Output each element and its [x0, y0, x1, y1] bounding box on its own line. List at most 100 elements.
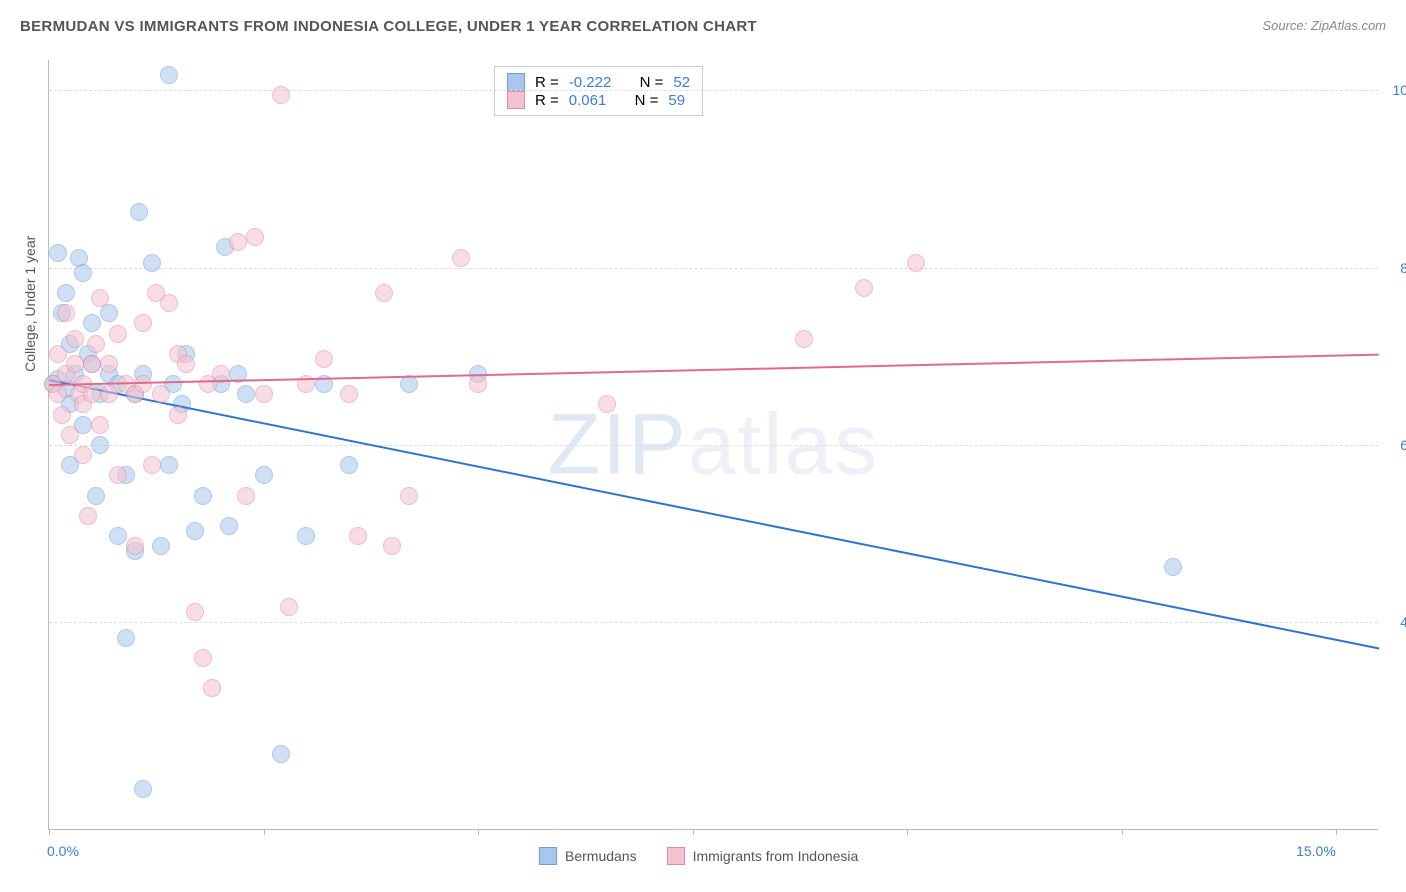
- x-tick-label: 15.0%: [1296, 843, 1336, 859]
- data-point: [109, 527, 127, 545]
- data-point: [255, 385, 273, 403]
- data-point: [49, 244, 67, 262]
- x-tick: [49, 829, 50, 835]
- watermark-atlas: atlas: [688, 396, 880, 492]
- data-point: [74, 446, 92, 464]
- x-tick: [1122, 829, 1123, 835]
- data-point: [53, 406, 71, 424]
- data-point: [66, 330, 84, 348]
- gridline: [49, 445, 1378, 446]
- stats-row-0: R = -0.222 N = 52: [507, 73, 690, 91]
- data-point: [57, 304, 75, 322]
- data-point: [220, 517, 238, 535]
- data-point: [255, 466, 273, 484]
- data-point: [134, 780, 152, 798]
- data-point: [246, 228, 264, 246]
- data-point: [100, 355, 118, 373]
- bottom-legend: Bermudans Immigrants from Indonesia: [539, 847, 858, 865]
- data-point: [57, 284, 75, 302]
- r-label: R =: [535, 74, 559, 91]
- data-point: [452, 249, 470, 267]
- data-point: [186, 603, 204, 621]
- data-point: [229, 233, 247, 251]
- data-point: [79, 507, 97, 525]
- swatch-indonesia-bottom: [667, 847, 685, 865]
- data-point: [109, 325, 127, 343]
- data-point: [598, 395, 616, 413]
- y-tick-label: 100.0%: [1385, 82, 1406, 98]
- x-tick: [693, 829, 694, 835]
- data-point: [340, 385, 358, 403]
- data-point: [186, 522, 204, 540]
- n-label: N =: [635, 92, 659, 109]
- legend-label-0: Bermudans: [565, 848, 637, 864]
- x-tick-label: 0.0%: [47, 843, 79, 859]
- data-point: [91, 416, 109, 434]
- trend-line: [49, 379, 1379, 649]
- n-label: N =: [640, 74, 664, 91]
- legend-item-bermudans: Bermudans: [539, 847, 637, 865]
- data-point: [130, 203, 148, 221]
- data-point: [237, 487, 255, 505]
- data-point: [194, 649, 212, 667]
- x-tick: [478, 829, 479, 835]
- data-point: [83, 314, 101, 332]
- data-point: [272, 745, 290, 763]
- data-point: [855, 279, 873, 297]
- y-tick-label: 65.0%: [1385, 437, 1406, 453]
- x-tick: [907, 829, 908, 835]
- data-point: [143, 456, 161, 474]
- trend-line: [49, 354, 1379, 386]
- data-point: [340, 456, 358, 474]
- r-value-0: -0.222: [569, 74, 612, 91]
- data-point: [280, 598, 298, 616]
- legend-item-indonesia: Immigrants from Indonesia: [667, 847, 859, 865]
- data-point: [152, 537, 170, 555]
- swatch-indonesia: [507, 91, 525, 109]
- data-point: [83, 385, 101, 403]
- source-credit: Source: ZipAtlas.com: [1262, 18, 1386, 33]
- data-point: [907, 254, 925, 272]
- data-point: [87, 335, 105, 353]
- x-tick: [264, 829, 265, 835]
- gridline: [49, 622, 1378, 623]
- y-tick-label: 82.5%: [1385, 260, 1406, 276]
- data-point: [297, 527, 315, 545]
- data-point: [143, 254, 161, 272]
- data-point: [100, 304, 118, 322]
- data-point: [383, 537, 401, 555]
- n-value-0: 52: [673, 74, 690, 91]
- y-axis-label: College, Under 1 year: [22, 236, 38, 372]
- data-point: [74, 264, 92, 282]
- data-point: [66, 355, 84, 373]
- data-point: [203, 679, 221, 697]
- data-point: [237, 385, 255, 403]
- data-point: [349, 527, 367, 545]
- data-point: [134, 375, 152, 393]
- scatter-chart: ZIPatlas R = -0.222 N = 52 R = 0.061 N =…: [48, 60, 1378, 830]
- stats-row-1: R = 0.061 N = 59: [507, 91, 690, 109]
- data-point: [400, 487, 418, 505]
- data-point: [160, 456, 178, 474]
- data-point: [61, 426, 79, 444]
- r-value-1: 0.061: [569, 92, 607, 109]
- x-tick: [1336, 829, 1337, 835]
- legend-label-1: Immigrants from Indonesia: [693, 848, 859, 864]
- data-point: [91, 289, 109, 307]
- data-point: [194, 487, 212, 505]
- r-label: R =: [535, 92, 559, 109]
- data-point: [795, 330, 813, 348]
- data-point: [100, 385, 118, 403]
- data-point: [117, 629, 135, 647]
- swatch-bermudans: [507, 73, 525, 91]
- data-point: [134, 314, 152, 332]
- y-tick-label: 47.5%: [1385, 614, 1406, 630]
- data-point: [91, 436, 109, 454]
- data-point: [49, 385, 67, 403]
- data-point: [160, 66, 178, 84]
- data-point: [469, 375, 487, 393]
- data-point: [177, 355, 195, 373]
- n-value-1: 59: [668, 92, 685, 109]
- gridline: [49, 90, 1378, 91]
- data-point: [83, 355, 101, 373]
